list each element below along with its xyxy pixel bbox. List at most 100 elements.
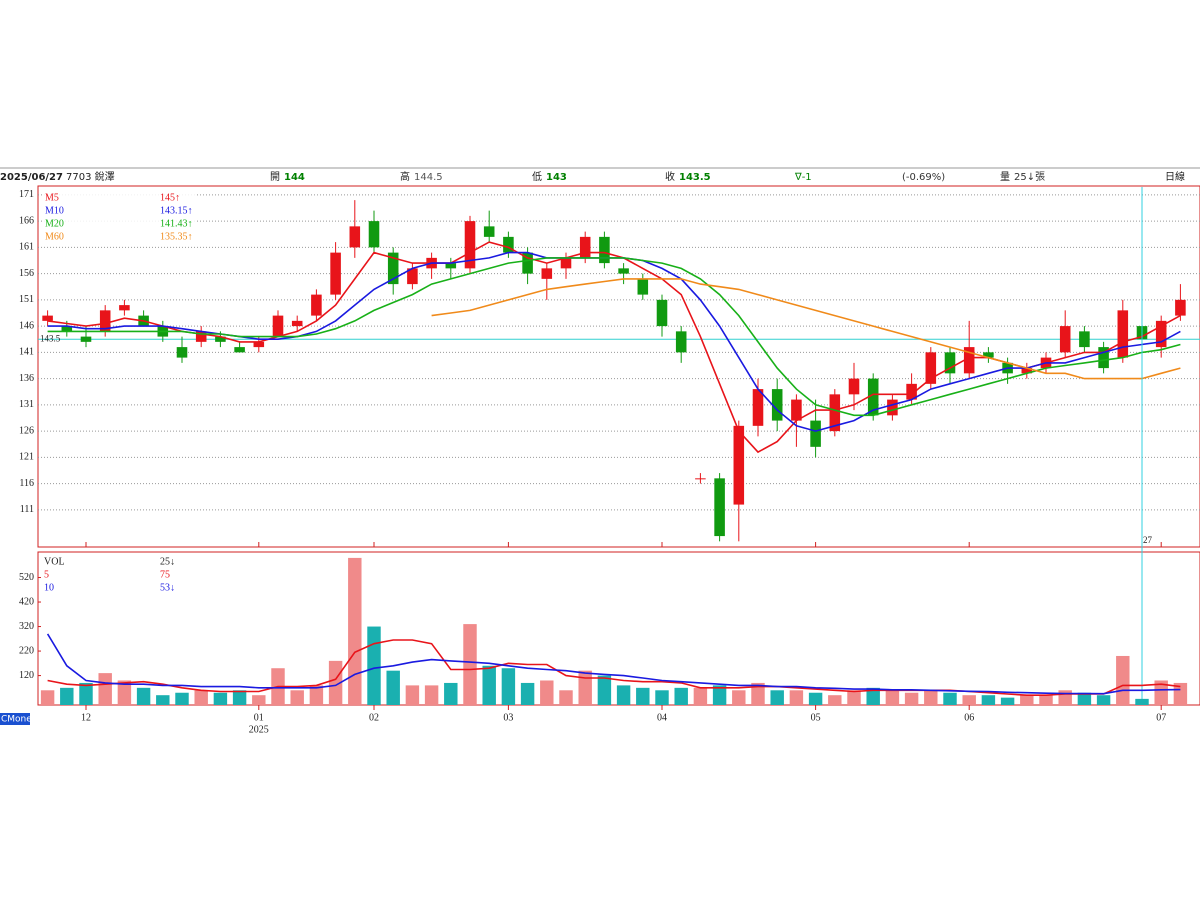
candle-body [522, 252, 533, 274]
legend-value: 53↓ [160, 582, 175, 593]
legend-value: 135.35↑ [160, 231, 193, 242]
y-tick-label: 520 [19, 572, 34, 583]
candle-body [80, 336, 92, 342]
candle-body [503, 236, 514, 253]
legend-name: M5 [45, 192, 59, 203]
y-tick-label: 171 [19, 189, 34, 200]
candle-body [1175, 299, 1186, 316]
candle-body [311, 294, 322, 316]
candle-body [349, 226, 361, 248]
candle-body [1155, 320, 1167, 348]
candle-body [848, 378, 860, 395]
candle-body [1021, 368, 1033, 374]
moving-average-line [431, 278, 1181, 380]
volume-bar [463, 624, 477, 705]
y-tick-label: 161 [19, 242, 34, 253]
candle-body [291, 320, 303, 327]
y-tick-label: 121 [19, 452, 34, 463]
header-label: 高 [400, 170, 410, 183]
volume-bar [847, 690, 861, 705]
candle-body [791, 399, 802, 421]
candle-body [272, 315, 284, 337]
volume-bar [1039, 695, 1053, 705]
y-tick-label: 151 [19, 294, 34, 305]
year-label: 2025 [249, 724, 269, 735]
volume-bar [1154, 680, 1168, 705]
header-stock: 7703 銳澤 [66, 170, 115, 183]
price-panel [37, 185, 1200, 548]
header-date: 2025/06/27 [0, 172, 63, 183]
header-value: 143.5 [679, 172, 711, 183]
legend-value: 25↓ [160, 556, 175, 567]
candle-body [906, 383, 917, 400]
volume-bar [808, 692, 823, 705]
volume-bar [405, 685, 420, 705]
legend-value: 145↑ [160, 192, 180, 203]
legend-value: 75 [160, 569, 170, 580]
volume-bar [885, 690, 900, 705]
header-value: (-0.69%) [902, 172, 945, 183]
moving-average-line [47, 257, 1181, 417]
candle-body [733, 425, 745, 505]
volume-bar [501, 668, 516, 705]
volume-bar [482, 665, 496, 705]
candle-body [1117, 310, 1129, 358]
y-tick-label: 156 [19, 268, 34, 279]
volume-bar [117, 680, 132, 705]
y-tick-label: 111 [20, 504, 34, 515]
x-tick-label: 03 [503, 712, 513, 723]
x-tick-label: 04 [657, 712, 667, 723]
volume-bar [60, 687, 74, 705]
candle-body [963, 347, 975, 374]
candle-body [483, 226, 495, 237]
candle-body [541, 268, 553, 279]
legend-name: M10 [45, 205, 64, 216]
volume-bar [924, 690, 938, 705]
volume-bar [751, 682, 765, 705]
volume-bar [328, 660, 343, 705]
volume-bar [232, 690, 247, 705]
candle-body [829, 394, 841, 432]
legend-name: M20 [45, 218, 64, 229]
volume-bar [559, 690, 573, 705]
candle-body [253, 341, 265, 348]
volume-bar [367, 626, 381, 705]
volume-average-line [47, 639, 1181, 696]
volume-bar [290, 690, 304, 705]
volume-bar [1077, 692, 1092, 705]
y-tick-label: 116 [19, 478, 34, 489]
x-tick-label: 07 [1156, 712, 1166, 723]
header-value: 143 [546, 172, 567, 183]
y-tick-label: 420 [19, 596, 34, 607]
volume-bar [866, 687, 880, 705]
candle-body [983, 352, 994, 358]
candle-body [695, 478, 706, 480]
volume-bar [175, 692, 189, 705]
y-tick-label: 131 [19, 399, 34, 410]
candle-body [99, 310, 111, 332]
candle-body [925, 352, 937, 384]
volume-bar [943, 692, 957, 705]
volume-bar [156, 695, 170, 705]
volume-bar [1000, 697, 1015, 705]
y-tick-label: 166 [19, 215, 34, 226]
header-value: 144.5 [414, 172, 443, 183]
y-tick-label: 136 [19, 373, 34, 384]
header-period: 日線 [1165, 170, 1185, 183]
candle-body [637, 278, 649, 295]
volume-bar [674, 687, 688, 705]
volume-bar [981, 695, 996, 705]
x-tick-label: 06 [964, 712, 974, 723]
volume-bar [1116, 655, 1130, 705]
volume-average-line [46, 633, 1181, 695]
volume-bar [1058, 690, 1072, 705]
volume-bar [712, 685, 727, 705]
volume-bar [1096, 695, 1111, 705]
candle-body [887, 399, 898, 416]
candle-body [771, 389, 783, 421]
legend-name: 10 [44, 582, 54, 593]
candle-body [752, 389, 764, 426]
volume-bar [98, 673, 112, 705]
